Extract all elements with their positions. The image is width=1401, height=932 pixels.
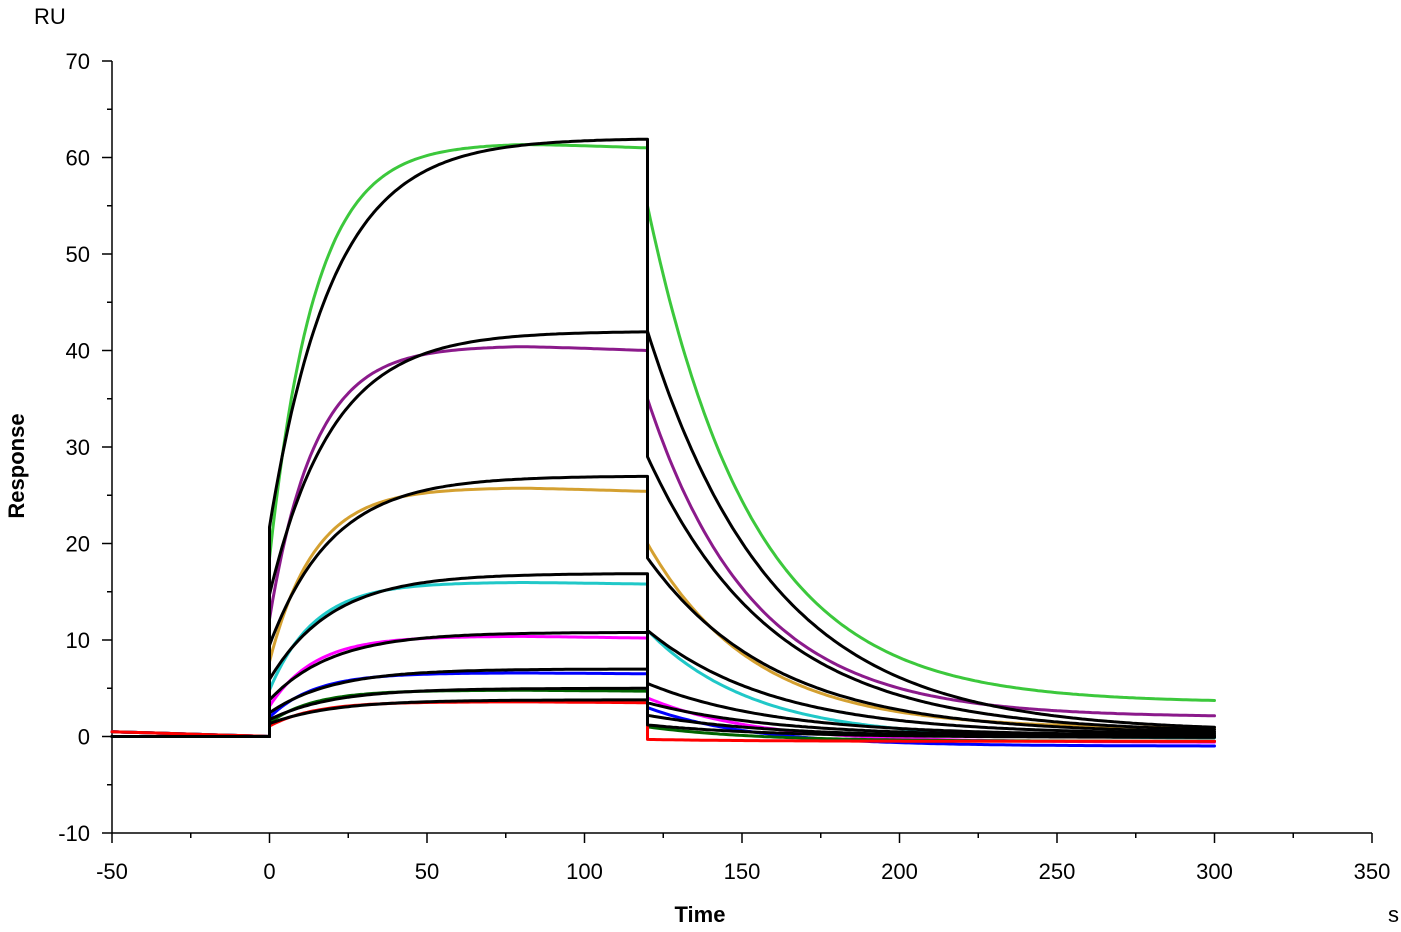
- y-axis-title: Response: [4, 413, 29, 518]
- x-tick-label: 350: [1354, 859, 1391, 884]
- fit-curve-8: [110, 698, 1216, 739]
- measured-series-2: [110, 345, 1216, 738]
- x-tick-label: 100: [566, 859, 603, 884]
- y-tick-label: 0: [78, 725, 90, 750]
- series-layer: [110, 143, 1216, 748]
- x-tick-label: 250: [1039, 859, 1076, 884]
- y-tick-label: 70: [66, 49, 90, 74]
- x-unit-label: s: [1388, 902, 1399, 927]
- y-tick-label: 10: [66, 628, 90, 653]
- fit-curve-1: [110, 137, 1216, 738]
- x-tick-label: 300: [1196, 859, 1233, 884]
- fit-curve-4: [110, 572, 1216, 738]
- x-axis-title: Time: [675, 902, 726, 927]
- y-ticks: -10 0 10 20 30 40 50 60 70: [58, 49, 112, 846]
- fit-curve-2: [110, 330, 1216, 738]
- y-tick-label: 30: [66, 435, 90, 460]
- x-tick-label: -50: [96, 859, 128, 884]
- y-tick-label: -10: [58, 821, 90, 846]
- y-unit-label: RU: [34, 4, 66, 29]
- measured-series-3: [110, 486, 1216, 738]
- y-tick-label: 60: [66, 146, 90, 171]
- measured-series-1: [110, 143, 1216, 738]
- axes: -50 0 50 100 150 200 250 300 350 -10 0 10 20 30 40 50 6…: [58, 49, 1390, 884]
- x-ticks: -50 0 50 100 150 200 250 300 350: [96, 833, 1390, 884]
- x-tick-label: 0: [263, 859, 275, 884]
- fit-layer: [110, 137, 1216, 739]
- fit-curve-3: [110, 474, 1216, 738]
- x-tick-label: 200: [881, 859, 918, 884]
- x-tick-label: 50: [415, 859, 439, 884]
- y-tick-label: 40: [66, 339, 90, 364]
- x-tick-label: 150: [724, 859, 761, 884]
- y-tick-label: 20: [66, 532, 90, 557]
- y-tick-label: 50: [66, 242, 90, 267]
- fit-curve-5: [110, 630, 1216, 738]
